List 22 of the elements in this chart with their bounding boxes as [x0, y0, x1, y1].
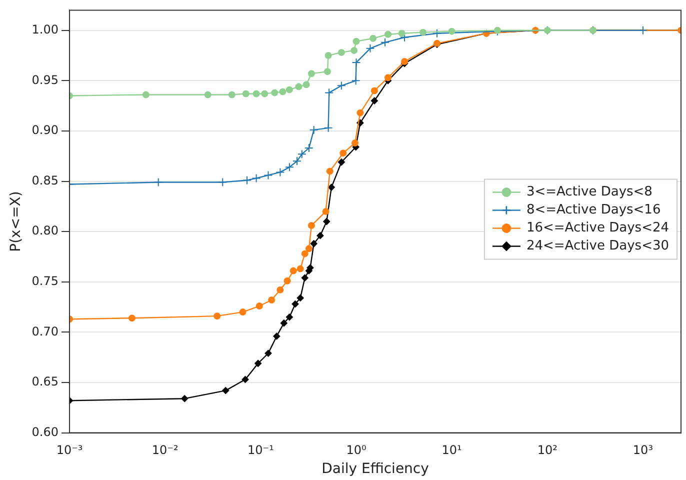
y-tick-label: 0.80 — [32, 224, 59, 238]
legend-label: 3<=Active Days<8 — [526, 184, 652, 200]
y-axis-title: P(x<=X) — [8, 191, 24, 252]
x-tick-label: 10⁻³ — [56, 443, 83, 458]
x-tick-label: 10¹ — [442, 443, 462, 458]
x-tick-label: 10² — [537, 443, 558, 458]
y-tick-label: 0.70 — [32, 324, 59, 338]
legend-label: 24<=Active Days<30 — [526, 238, 670, 254]
x-tick-label: 10⁰ — [346, 443, 366, 458]
y-tick-label: 0.65 — [32, 374, 59, 389]
y-tick-label: 0.75 — [32, 274, 59, 288]
legend-label: 8<=Active Days<16 — [526, 202, 661, 218]
x-tick-label: 10³ — [632, 443, 654, 458]
y-tick-label: 0.90 — [32, 123, 59, 138]
legend-label: 16<=Active Days<24 — [526, 220, 670, 236]
x-tick-label: 10⁻² — [152, 443, 178, 458]
x-tick-label: 10⁻¹ — [247, 443, 274, 458]
x-axis-title: Daily Efficiency — [322, 461, 429, 478]
y-tick-label: 1.00 — [32, 22, 59, 36]
y-tick-label: 0.95 — [32, 72, 59, 87]
y-tick-label: 0.85 — [32, 173, 59, 188]
y-tick-label: 0.60 — [32, 424, 59, 439]
